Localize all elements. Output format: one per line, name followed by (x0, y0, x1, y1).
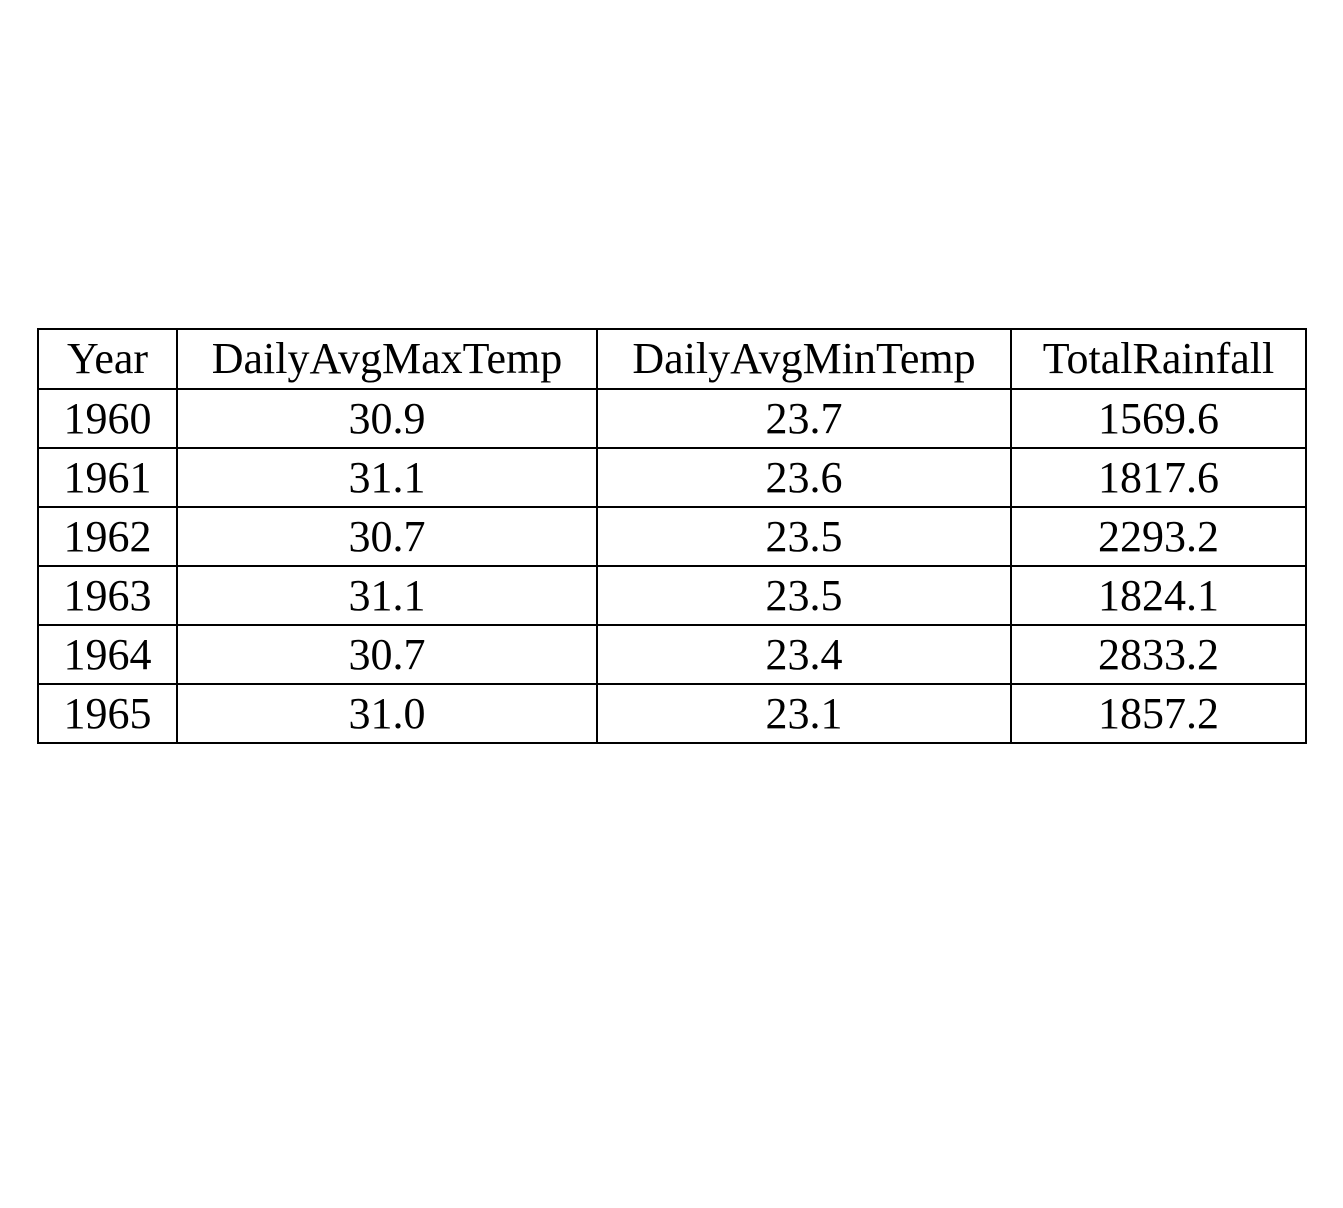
cell-daily-avg-max-temp: 31.0 (176, 683, 598, 744)
cell-total-rainfall: 1857.2 (1010, 683, 1307, 744)
cell-year: 1965 (37, 683, 178, 744)
table-row: 1961 31.1 23.6 1817.6 (37, 447, 1307, 508)
table-row: 1962 30.7 23.5 2293.2 (37, 506, 1307, 567)
cell-daily-avg-min-temp: 23.6 (596, 447, 1012, 508)
climate-data-table: Year DailyAvgMaxTemp DailyAvgMinTemp Tot… (37, 328, 1307, 744)
cell-year: 1963 (37, 565, 178, 626)
table-header: Year DailyAvgMaxTemp DailyAvgMinTemp Tot… (37, 328, 1307, 390)
cell-year: 1960 (37, 388, 178, 449)
table-row: 1965 31.0 23.1 1857.2 (37, 683, 1307, 744)
header-daily-avg-max-temp: DailyAvgMaxTemp (176, 328, 598, 390)
cell-year: 1961 (37, 447, 178, 508)
cell-daily-avg-max-temp: 30.9 (176, 388, 598, 449)
cell-daily-avg-min-temp: 23.1 (596, 683, 1012, 744)
header-total-rainfall: TotalRainfall (1010, 328, 1307, 390)
table-body: 1960 30.9 23.7 1569.6 1961 31.1 23.6 181… (37, 388, 1307, 744)
cell-daily-avg-max-temp: 31.1 (176, 447, 598, 508)
cell-total-rainfall: 1569.6 (1010, 388, 1307, 449)
header-year: Year (37, 328, 178, 390)
table-row: 1964 30.7 23.4 2833.2 (37, 624, 1307, 685)
cell-total-rainfall: 2833.2 (1010, 624, 1307, 685)
cell-year: 1962 (37, 506, 178, 567)
table-row: 1963 31.1 23.5 1824.1 (37, 565, 1307, 626)
cell-daily-avg-max-temp: 30.7 (176, 624, 598, 685)
cell-total-rainfall: 2293.2 (1010, 506, 1307, 567)
cell-total-rainfall: 1817.6 (1010, 447, 1307, 508)
table-row: 1960 30.9 23.7 1569.6 (37, 388, 1307, 449)
cell-daily-avg-min-temp: 23.5 (596, 506, 1012, 567)
cell-daily-avg-max-temp: 30.7 (176, 506, 598, 567)
header-daily-avg-min-temp: DailyAvgMinTemp (596, 328, 1012, 390)
header-row: Year DailyAvgMaxTemp DailyAvgMinTemp Tot… (37, 328, 1307, 390)
cell-year: 1964 (37, 624, 178, 685)
cell-daily-avg-min-temp: 23.7 (596, 388, 1012, 449)
cell-daily-avg-max-temp: 31.1 (176, 565, 598, 626)
cell-daily-avg-min-temp: 23.5 (596, 565, 1012, 626)
cell-total-rainfall: 1824.1 (1010, 565, 1307, 626)
cell-daily-avg-min-temp: 23.4 (596, 624, 1012, 685)
